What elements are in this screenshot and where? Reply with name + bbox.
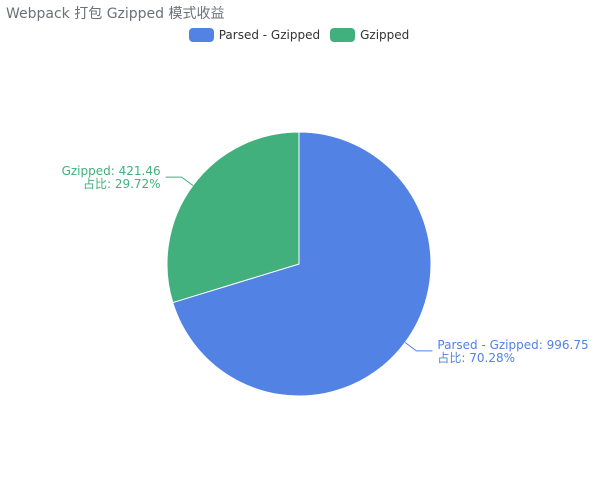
label-line-parsed-gzipped xyxy=(404,342,433,352)
chart-title: Webpack 打包 Gzipped 模式收益 xyxy=(6,6,225,22)
slice-label-gzipped: Gzipped: 421.46 占比: 29.72% xyxy=(62,164,161,191)
legend-label-gzipped: Gzipped xyxy=(360,28,410,42)
legend-item-parsed-gzipped[interactable]: Parsed - Gzipped xyxy=(188,28,321,42)
slice-percent-label: 占比: 29.72% xyxy=(83,176,161,191)
pie-slice-parsed-gzipped[interactable] xyxy=(172,131,432,397)
slice-percent-label: 占比: 70.28% xyxy=(437,350,515,365)
legend-label-parsed-gzipped: Parsed - Gzipped xyxy=(218,28,321,42)
legend-item-gzipped[interactable]: Gzipped xyxy=(330,28,409,42)
slice-value-label: Gzipped: 421.46 xyxy=(62,164,161,178)
slice-value-label: Parsed - Gzipped: 996.75 xyxy=(437,338,588,352)
label-line-gzipped xyxy=(165,176,194,186)
chart-legend: Parsed - Gzipped Gzipped xyxy=(0,28,598,42)
legend-swatch-parsed-gzipped xyxy=(188,28,214,42)
legend-swatch-gzipped xyxy=(330,28,356,42)
slice-label-parsed-gzipped: Parsed - Gzipped: 996.75 占比: 70.28% xyxy=(437,338,588,365)
